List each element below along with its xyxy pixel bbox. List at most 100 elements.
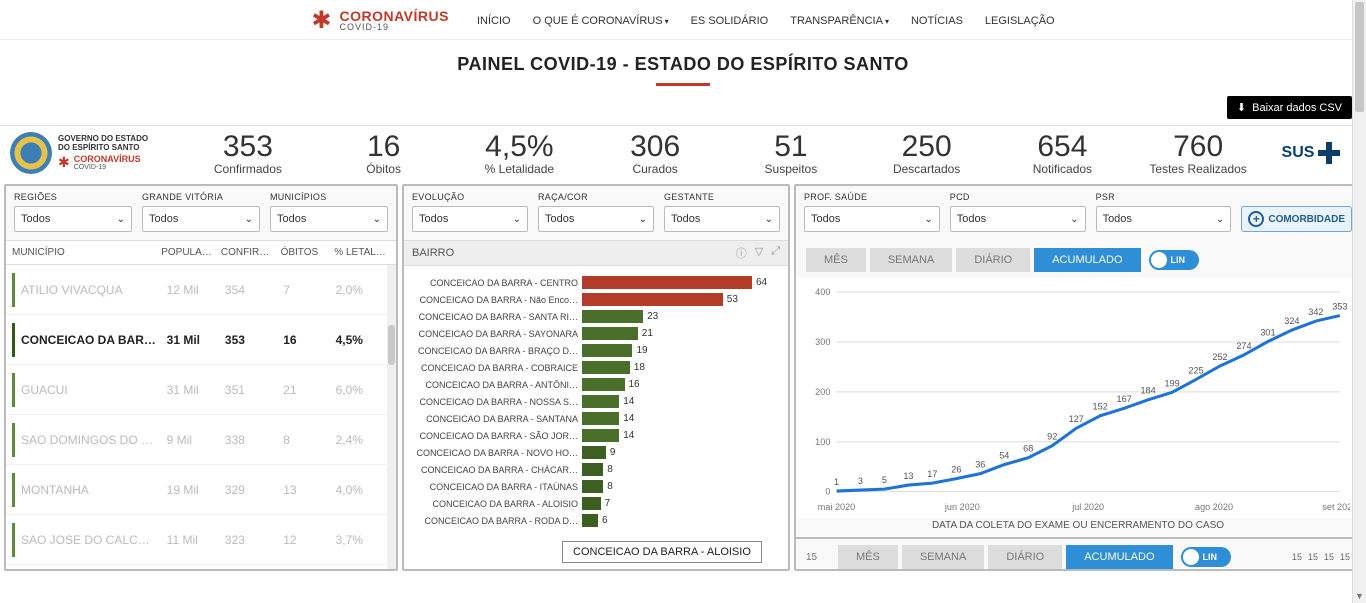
panel-municipios: REGIÕESTodos⌄ GRANDE VITÓRIATodos⌄ MUNIC… xyxy=(4,184,398,571)
select-evolucao[interactable]: Todos⌄ xyxy=(412,206,528,232)
svg-text:300: 300 xyxy=(815,337,830,347)
chevron-down-icon: ⌄ xyxy=(513,214,521,225)
hbar-row[interactable]: CONCEICAO DA BARRA - ITAÚNAS8 xyxy=(410,478,778,495)
comorbidade-button[interactable]: + COMORBIDADE xyxy=(1241,206,1352,232)
seg-semana[interactable]: SEMANA xyxy=(870,248,952,272)
table-row[interactable]: ATILIO VIVACQUA12 Mil35472,0% xyxy=(6,265,396,315)
chevron-down-icon: ⌄ xyxy=(765,214,773,225)
table-row[interactable]: GUACUI31 Mil351216,0% xyxy=(6,365,396,415)
svg-text:225: 225 xyxy=(1188,365,1203,375)
table-body[interactable]: ATILIO VIVACQUA12 Mil35472,0%CONCEICAO D… xyxy=(6,265,396,569)
hbar-row[interactable]: CONCEICAO DA BARRA - ANTÔNI…16 xyxy=(410,376,778,393)
chevron-down-icon: ⌄ xyxy=(1070,214,1078,225)
select-grande-vitoria[interactable]: Todos⌄ xyxy=(142,206,260,232)
chevron-down-icon: ⌄ xyxy=(924,214,932,225)
svg-text:3: 3 xyxy=(858,476,863,486)
top-navbar: ✱ CORONAVÍRUS COVID-19 INÍCIO O QUE É CO… xyxy=(0,0,1366,40)
download-icon: ⬇ xyxy=(1237,101,1246,114)
scale-toggle-2[interactable]: LIN xyxy=(1181,547,1231,567)
chevron-down-icon: ⌄ xyxy=(1216,214,1224,225)
table-row[interactable]: SAO JOSE DO CALC…11 Mil323123,7% xyxy=(6,515,396,565)
svg-text:200: 200 xyxy=(815,387,830,397)
gov-logo: GOVERNO DO ESTADO DO ESPÍRITO SANTO ✱ CO… xyxy=(10,132,180,174)
kpi-letalidade: 4,5%% Letalidade xyxy=(452,130,588,176)
hbar-row[interactable]: CONCEICAO DA BARRA - RODA D…6 xyxy=(410,512,778,529)
svg-text:301: 301 xyxy=(1260,327,1275,337)
select-gestante[interactable]: Todos⌄ xyxy=(664,206,780,232)
download-csv-button[interactable]: ⬇ Baixar dados CSV xyxy=(1227,96,1352,119)
page-title-block: PAINEL COVID-19 - ESTADO DO ESPÍRITO SAN… xyxy=(0,40,1366,92)
table-row[interactable]: CONCEICAO DA BAR…31 Mil353164,5% xyxy=(6,315,396,365)
select-psr[interactable]: Todos⌄ xyxy=(1096,206,1232,232)
svg-text:152: 152 xyxy=(1093,402,1108,412)
hbar-row[interactable]: CONCEICAO DA BARRA - NOSSA S…14 xyxy=(410,393,778,410)
nav-legislacao[interactable]: LEGISLAÇÃO xyxy=(985,15,1055,27)
seg-mes[interactable]: MÊS xyxy=(806,248,866,272)
chevron-down-icon: ⌄ xyxy=(639,214,647,225)
select-prof-saude[interactable]: Todos⌄ xyxy=(804,206,940,232)
select-municipios[interactable]: Todos⌄ xyxy=(270,206,388,232)
hbar-row[interactable]: CONCEICAO DA BARRA - NOVO HO…9 xyxy=(410,444,778,461)
nav-inicio[interactable]: INÍCIO xyxy=(477,15,511,27)
scroll-down-icon[interactable]: ▼ xyxy=(1353,591,1366,601)
virus-icon: ✱ xyxy=(58,154,70,171)
title-underline xyxy=(656,83,710,86)
chevron-down-icon: ⌄ xyxy=(245,214,253,225)
chart-x-title: DATA DA COLETA DO EXAME OU ENCERRAMENTO … xyxy=(796,518,1360,537)
nav-transparencia[interactable]: TRANSPARÊNCIA▾ xyxy=(790,15,889,27)
window-scrollbar[interactable]: ▲ ▼ xyxy=(1352,0,1366,603)
bairro-bar-chart: CONCEICAO DA BARRA - CENTRO64CONCEICAO D… xyxy=(404,266,788,569)
hbar-row[interactable]: CONCEICAO DA BARRA - CHÁCAR…8 xyxy=(410,461,778,478)
select-regioes[interactable]: Todos⌄ xyxy=(14,206,132,232)
svg-text:167: 167 xyxy=(1117,394,1132,404)
svg-text:199: 199 xyxy=(1164,378,1179,388)
coat-of-arms-icon xyxy=(10,132,52,174)
svg-text:0: 0 xyxy=(825,487,830,497)
select-raca[interactable]: Todos⌄ xyxy=(538,206,654,232)
svg-text:mai 2020: mai 2020 xyxy=(818,502,855,512)
seg2-mes[interactable]: MÊS xyxy=(838,545,898,569)
nav-solidario[interactable]: ES SOLIDÁRIO xyxy=(691,15,769,27)
seg-diario[interactable]: DIÁRIO xyxy=(956,248,1030,272)
svg-text:400: 400 xyxy=(815,287,830,297)
kpi-descartados: 250Descartados xyxy=(859,130,995,176)
hbar-row[interactable]: CONCEICAO DA BARRA - Não Enco…53 xyxy=(410,291,778,308)
hbar-row[interactable]: CONCEICAO DA BARRA - SÃO JOR…14 xyxy=(410,427,778,444)
kpi-confirmados: 353Confirmados xyxy=(180,130,316,176)
seg2-diario[interactable]: DIÁRIO xyxy=(988,545,1062,569)
scale-toggle[interactable]: LIN xyxy=(1149,250,1199,270)
filter-icon[interactable]: ▽ xyxy=(755,245,763,261)
hbar-row[interactable]: CONCEICAO DA BARRA - SANTA RI…23 xyxy=(410,308,778,325)
line-chart: 0100200300400135131726365468921271521671… xyxy=(796,278,1360,518)
svg-text:127: 127 xyxy=(1069,414,1084,424)
panel-series: PROF. SAÚDETodos⌄ PCDTodos⌄ PSRTodos⌄ + … xyxy=(794,184,1362,571)
svg-text:jul 2020: jul 2020 xyxy=(1071,502,1104,512)
nav-noticias[interactable]: NOTÍCIAS xyxy=(911,15,963,27)
svg-text:274: 274 xyxy=(1236,341,1251,351)
seg2-semana[interactable]: SEMANA xyxy=(902,545,984,569)
hbar-row[interactable]: CONCEICAO DA BARRA - CENTRO64 xyxy=(410,274,778,291)
svg-text:353: 353 xyxy=(1332,301,1347,311)
brand-title: CORONAVÍRUS xyxy=(340,9,449,23)
hbar-row[interactable]: CONCEICAO DA BARRA - ALOISIO7 xyxy=(410,495,778,512)
nav-oque[interactable]: O QUE É CORONAVÍRUS▾ xyxy=(533,15,669,27)
scrollbar[interactable] xyxy=(387,265,396,569)
seg2-acumulado[interactable]: ACUMULADO xyxy=(1066,545,1172,569)
table-row[interactable]: MONTANHA19 Mil329134,0% xyxy=(6,465,396,515)
hbar-row[interactable]: CONCEICAO DA BARRA - SANTANA14 xyxy=(410,410,778,427)
kpi-testes: 760Testes Realizados xyxy=(1130,130,1266,176)
svg-text:26: 26 xyxy=(951,465,961,475)
svg-text:13: 13 xyxy=(903,471,913,481)
bairro-card-header: BAIRRO ⓘ ▽ ⤢ xyxy=(404,240,788,266)
select-pcd[interactable]: Todos⌄ xyxy=(950,206,1086,232)
seg-acumulado[interactable]: ACUMULADO xyxy=(1034,248,1140,272)
info-icon[interactable]: ⓘ xyxy=(736,245,747,261)
page-title: PAINEL COVID-19 - ESTADO DO ESPÍRITO SAN… xyxy=(0,54,1366,75)
hbar-row[interactable]: CONCEICAO DA BARRA - BRAÇO D…19 xyxy=(410,342,778,359)
table-header: MUNICÍPIO POPULA… CONFIR… ÓBITOS % LETAL… xyxy=(6,240,396,265)
sus-logo: SUS xyxy=(1266,142,1356,164)
table-row[interactable]: SAO DOMINGOS DO …9 Mil33882,4% xyxy=(6,415,396,465)
hbar-row[interactable]: CONCEICAO DA BARRA - SAYONARA21 xyxy=(410,325,778,342)
hbar-row[interactable]: CONCEICAO DA BARRA - COBRAICE18 xyxy=(410,359,778,376)
expand-icon[interactable]: ⤢ xyxy=(771,245,780,261)
